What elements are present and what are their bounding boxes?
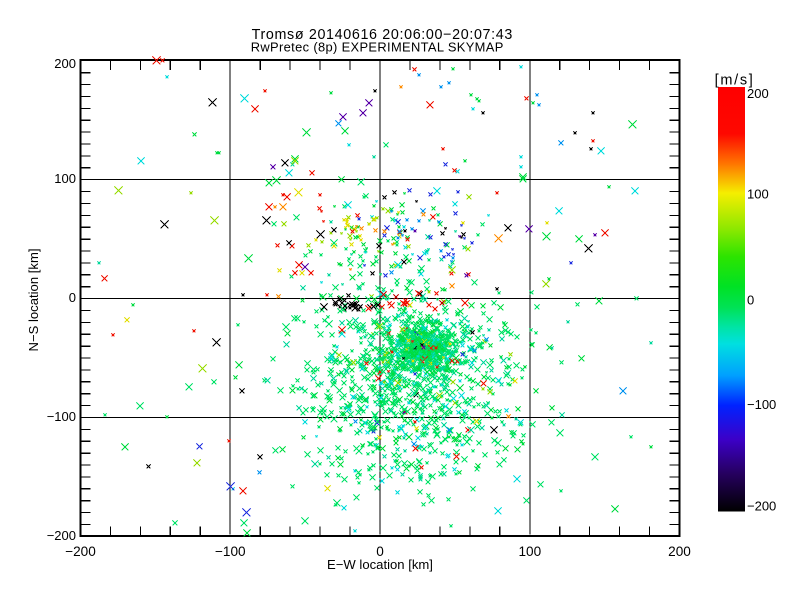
svg-text:200: 200 xyxy=(54,56,76,71)
svg-text:−200: −200 xyxy=(47,528,76,543)
svg-text:[m/s]: [m/s] xyxy=(715,72,755,88)
svg-text:−100: −100 xyxy=(47,409,76,424)
svg-text:E−W location [km]: E−W location [km] xyxy=(327,557,433,572)
svg-text:0: 0 xyxy=(747,293,754,308)
svg-text:−200: −200 xyxy=(65,544,96,559)
svg-text:−100: −100 xyxy=(215,544,246,559)
svg-text:Tromsø 20140616 20:06:00−20:07: Tromsø 20140616 20:06:00−20:07:43 xyxy=(252,27,513,43)
svg-text:100: 100 xyxy=(54,171,76,186)
svg-text:0: 0 xyxy=(376,544,384,559)
svg-text:RwPretec (8p) EXPERIMENTAL SKY: RwPretec (8p) EXPERIMENTAL SKYMAP xyxy=(251,39,504,54)
svg-text:200: 200 xyxy=(747,86,769,101)
svg-text:N−S location [km]: N−S location [km] xyxy=(26,249,41,352)
svg-text:−100: −100 xyxy=(747,397,776,412)
svg-text:100: 100 xyxy=(747,187,769,202)
svg-text:200: 200 xyxy=(668,544,691,559)
svg-text:−200: −200 xyxy=(747,499,776,514)
svg-text:0: 0 xyxy=(69,290,76,305)
svg-text:100: 100 xyxy=(518,544,541,559)
